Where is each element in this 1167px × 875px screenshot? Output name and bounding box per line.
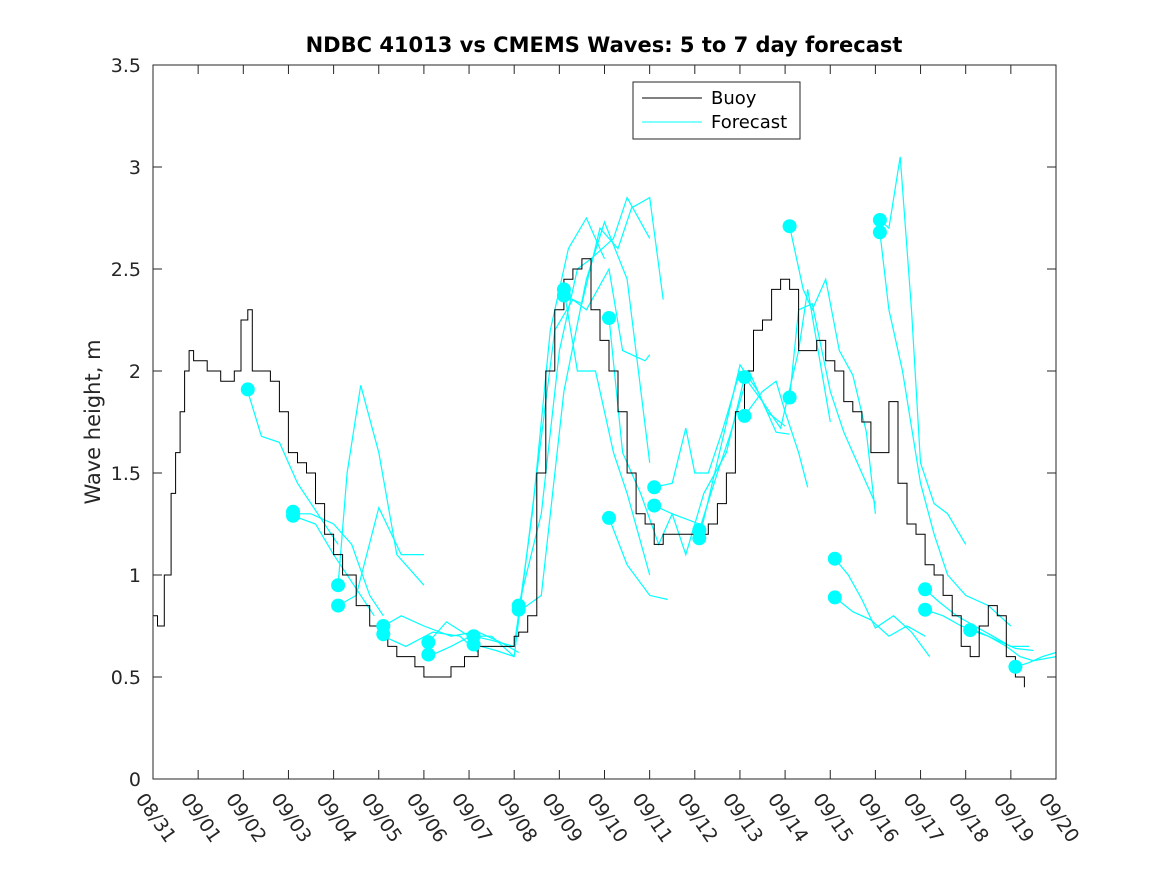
forecast-marker (556, 288, 571, 303)
legend: Buoy Forecast (632, 81, 801, 140)
forecast-marker (421, 635, 436, 650)
legend-box (632, 81, 801, 140)
forecast-marker (827, 590, 842, 605)
plot-area (153, 65, 1056, 779)
forecast-marker (421, 647, 436, 662)
forecast-line (563, 289, 651, 576)
forecast-marker (1008, 659, 1023, 674)
forecast-marker (872, 225, 887, 240)
forecast-marker (872, 213, 887, 227)
forecast-marker (286, 508, 300, 523)
forecast-line (247, 391, 339, 545)
forecast-marker (240, 382, 255, 397)
forecast-marker (692, 531, 707, 546)
forecast-line (654, 370, 741, 488)
forecast-line (834, 596, 926, 637)
forecast-markers (240, 213, 1023, 674)
y-tick-label: 0.5 (111, 667, 141, 689)
forecast-line (653, 376, 746, 557)
forecast-line (789, 226, 876, 514)
forecast-line (383, 615, 474, 637)
forecast-line (698, 369, 786, 531)
y-tick-label: 2.5 (111, 259, 141, 281)
forecast-line (970, 629, 1057, 662)
y-tick-label: 3 (129, 157, 141, 179)
y-tick-label: 2 (129, 361, 141, 383)
forecast-line (608, 317, 700, 547)
forecast-line (834, 558, 931, 657)
forecast-marker (737, 370, 752, 385)
forecast-marker (782, 390, 797, 405)
forecast-line (383, 631, 479, 653)
y-axis: 0 0.5 1 1.5 2 2.5 3 3.5 (111, 55, 1056, 791)
forecast-marker (331, 578, 346, 593)
forecast-marker (918, 582, 933, 597)
forecast-marker (602, 510, 616, 525)
forecast-marker (963, 623, 978, 638)
forecast-marker (918, 602, 933, 617)
forecast-line (879, 156, 967, 545)
forecast-line (563, 196, 664, 305)
forecast-marker (602, 311, 616, 325)
chart-title: NDBC 41013 vs CMEMS Waves: 5 to 7 day fo… (306, 33, 903, 57)
forecast-line (518, 196, 651, 606)
buoy-line (153, 258, 1025, 688)
axes-box (152, 64, 1057, 780)
forecast-marker (737, 408, 752, 423)
forecast-line (337, 505, 424, 607)
forecast-marker (647, 498, 662, 513)
forecast-marker (376, 627, 391, 642)
forecast-line (473, 216, 606, 648)
forecast-marker (511, 602, 526, 617)
y-tick-label: 1 (129, 565, 141, 587)
forecast-marker (827, 551, 842, 566)
forecast-marker (331, 598, 346, 613)
forecast-marker (466, 637, 481, 652)
forecast-marker (647, 480, 662, 495)
forecast-line (518, 220, 651, 613)
y-axis-label: Wave height, m (81, 339, 105, 504)
forecast-line (879, 232, 1012, 627)
forecast-marker (782, 219, 797, 234)
forecast-line (1015, 651, 1057, 668)
buoy-series (153, 258, 1025, 688)
forecast-line (744, 380, 809, 488)
forecast-line (337, 385, 425, 586)
forecast-line (744, 289, 831, 430)
y-tick-label: 3.5 (111, 55, 141, 77)
legend-buoy-label: Buoy (711, 88, 757, 109)
legend-forecast-label: Forecast (711, 112, 787, 133)
y-tick-label: 0 (129, 769, 141, 791)
forecast-line (608, 517, 668, 601)
y-tick-label: 1.5 (111, 463, 141, 485)
